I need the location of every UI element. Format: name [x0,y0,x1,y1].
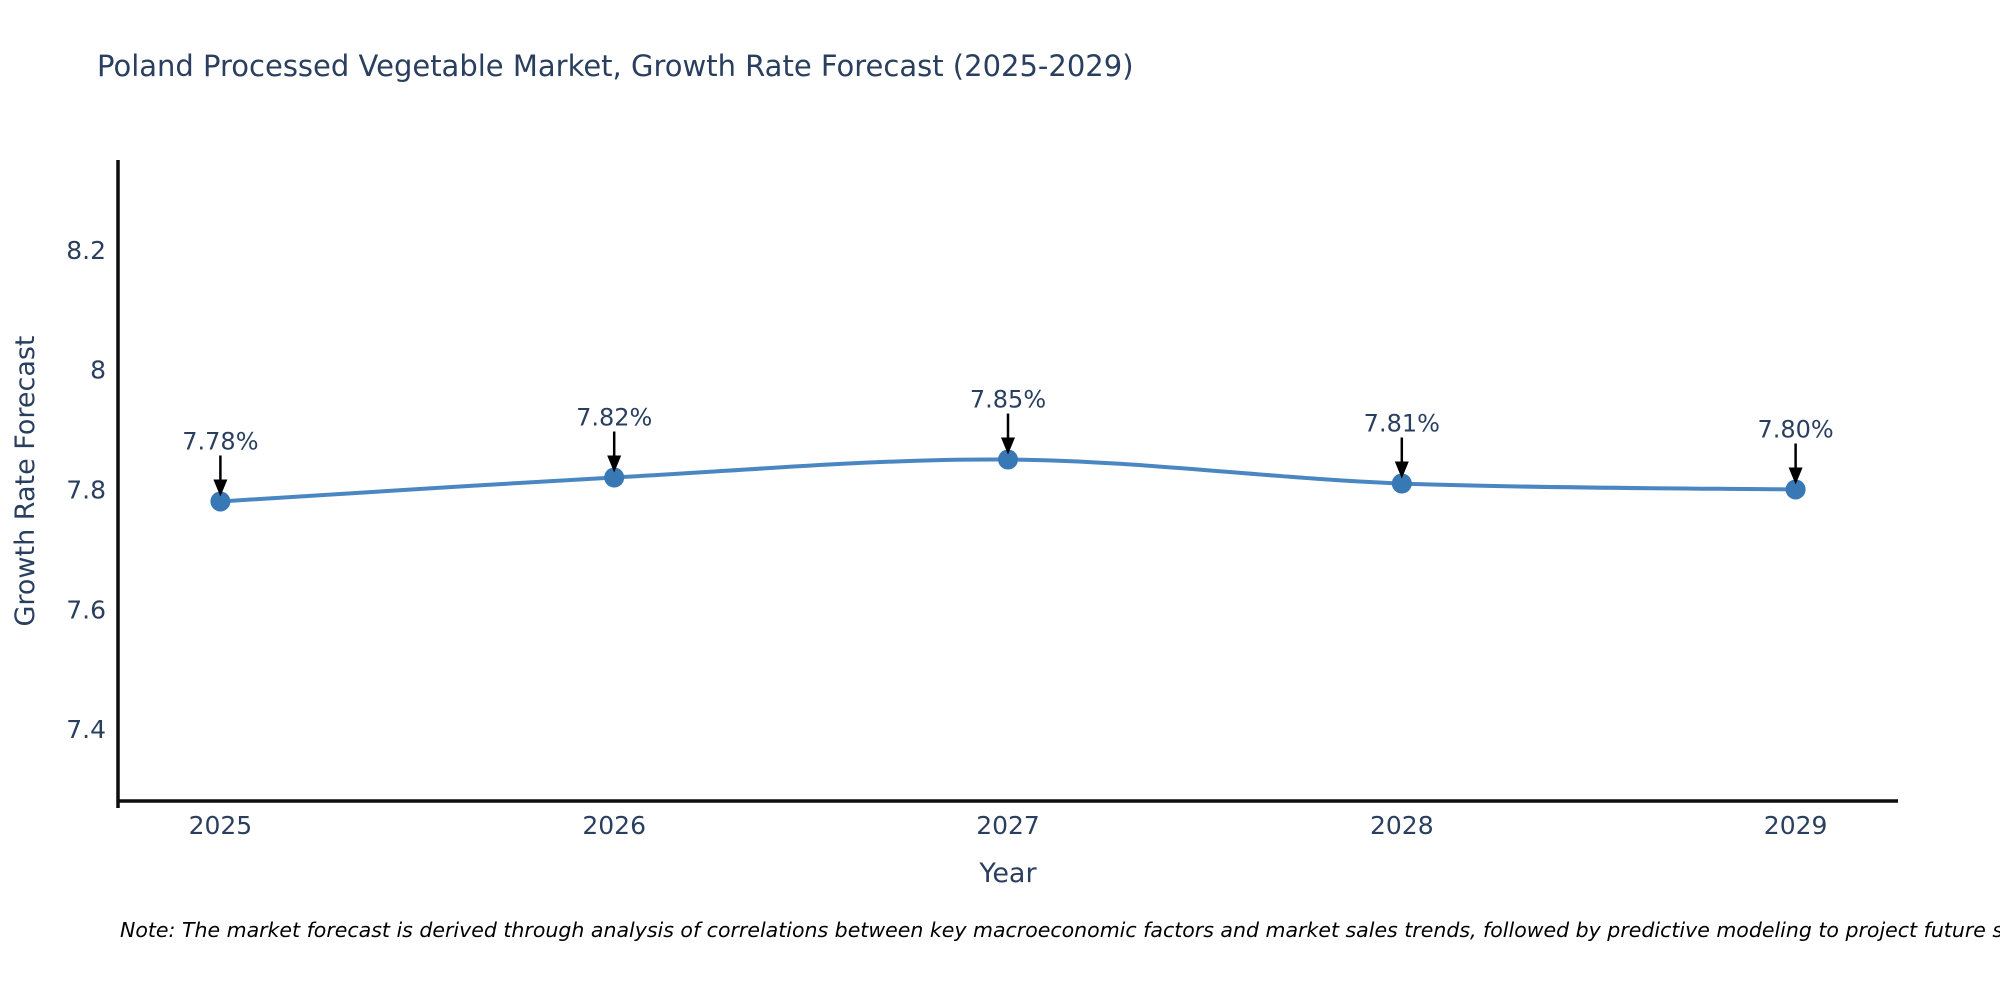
data-point-label: 7.80% [1757,415,1833,443]
data-point-marker[interactable] [1391,473,1412,494]
annotation-arrowhead [1394,461,1409,479]
x-tick-label: 2028 [1370,811,1434,840]
chart-title: Poland Processed Vegetable Market, Growt… [97,49,1134,83]
y-tick-label: 8.2 [66,236,106,265]
axis-lines [116,160,1898,808]
data-point-marker[interactable] [210,491,231,512]
data-point-label: 7.78% [182,427,258,455]
y-tick-label: 7.8 [66,475,106,504]
data-point-marker[interactable] [604,467,625,488]
x-axis-title: Year [978,858,1037,889]
x-tick-label: 2027 [976,811,1040,840]
data-point-marker[interactable] [998,449,1018,470]
x-tick-label: 2026 [582,811,646,840]
data-point-label: 7.82% [576,404,652,432]
annotation-arrowhead [213,479,228,497]
data-point-marker[interactable] [1785,479,1806,500]
footnote: Note: The market forecast is derived thr… [120,918,2000,942]
data-point-label: 7.85% [970,386,1046,414]
annotation-arrowhead [1788,467,1803,485]
x-tick-label: 2029 [1764,811,1828,840]
y-tick-label: 7.4 [66,715,106,744]
x-tick-label: 2025 [189,811,253,840]
y-tick-label: 7.6 [66,595,106,624]
y-axis-title: Growth Rate Forecast [10,335,41,626]
annotation-arrowhead [1001,437,1015,455]
y-tick-label: 8 [90,356,106,385]
data-point-label: 7.81% [1364,409,1440,437]
annotation-arrowhead [607,455,622,473]
